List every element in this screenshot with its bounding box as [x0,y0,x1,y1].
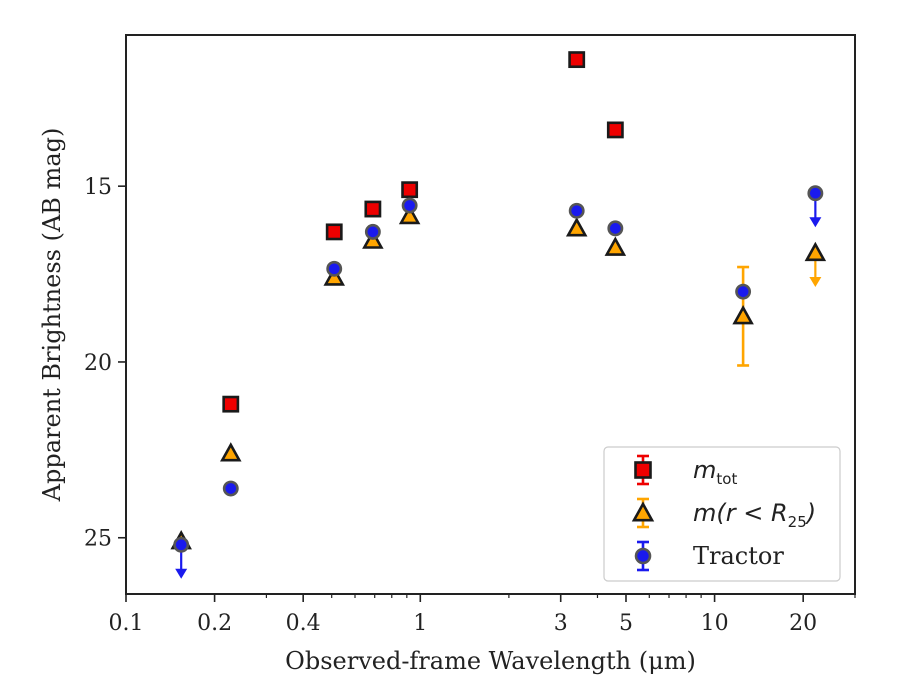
tractor-marker [173,536,190,553]
legend-entry-tractor: Tractor [634,540,784,572]
tractor-marker [326,260,343,277]
plot-frame [125,34,856,595]
tractor-point [401,197,418,214]
legend-marker-m_tot [634,461,652,479]
legend-label-base: Tractor [693,542,784,570]
y-tick-label: 15 [84,175,112,200]
y-axis-title: Apparent Brightness (AB mag) [38,128,66,503]
legend-label-tail: ) [805,499,816,527]
legend: mtot m(r < R25) Tractor [603,446,841,582]
m_tot-point [606,121,624,139]
x-tick-label: 0.4 [286,611,321,636]
m_r25-point [220,442,242,462]
y-tick-label: 25 [84,527,112,552]
y-axis: 15 20 25 [84,175,126,552]
m_tot-marker [606,121,624,139]
m_r25-marker [398,204,421,225]
arrow-head [809,217,822,228]
y-tick-label: 20 [84,351,112,376]
m_tot-point [222,395,240,413]
m_tot-point [325,223,343,241]
m_tot-point [364,200,382,218]
tractor-marker [607,220,624,237]
tractor-point [173,536,190,579]
m_tot-marker [401,181,419,199]
m_r25-point [804,241,827,287]
m_r25-marker [804,241,827,262]
x-tick-label: 0.2 [197,611,232,636]
legend-label-tractor: Tractor [693,542,784,570]
tractor-marker [364,223,381,240]
m_r25-point [732,265,754,367]
tractor-point [607,220,624,237]
m_r25-point [604,236,627,256]
tractor-marker [735,283,752,300]
tractor-marker [401,197,418,214]
legend-label-subscript: tot [716,470,737,488]
legend-box [603,446,841,582]
x-axis-title: Observed-frame Wavelength (μm) [285,647,696,675]
legend-entry-m_r25: m(r < R25) [631,497,816,531]
m_tot-point [568,51,586,69]
m_r25-point [398,204,421,225]
legend-marker-m_r25 [631,501,655,522]
m_tot-point [401,181,419,199]
x-tick-label: 10 [701,611,729,636]
legend-label-m_r25: m(r < R25) [693,499,816,531]
legend-label-base: m [693,456,716,484]
x-tick-label: 1 [413,611,427,636]
x-tick-label: 20 [789,611,817,636]
m_tot-marker [325,223,343,241]
tractor-marker [807,185,824,202]
tractor-point [807,185,824,228]
tractor-point [568,202,585,219]
m_r25-marker [220,442,242,462]
x-tick-label: 0.1 [109,611,144,636]
tractor-point [326,260,343,277]
legend-label-subscript: 25 [788,513,807,531]
m_tot-marker [222,395,240,413]
tractor-point [364,223,381,240]
m_r25-point [565,217,588,237]
m_r25-marker [604,236,627,256]
x-axis: 0.1 0.2 0.4 1 3 5 10 20 [109,594,856,636]
tractor-point [735,283,752,300]
x-tick-label: 5 [619,611,633,636]
m_tot-marker [568,51,586,69]
m_r25-marker [565,217,588,237]
legend-label-base: m(r < R [693,499,788,527]
plot-area [170,51,827,579]
legend-label-m_tot: mtot [693,456,737,488]
arrow-head [809,276,822,287]
tractor-marker [568,202,585,219]
x-tick-label: 3 [554,611,568,636]
tractor-point [222,480,239,497]
arrow-head [175,568,188,579]
m_tot-marker [364,200,382,218]
m_r25-marker [732,305,754,325]
tractor-marker [222,480,239,497]
legend-entry-m_tot: mtot [634,454,737,488]
legend-marker-tractor [634,547,652,565]
